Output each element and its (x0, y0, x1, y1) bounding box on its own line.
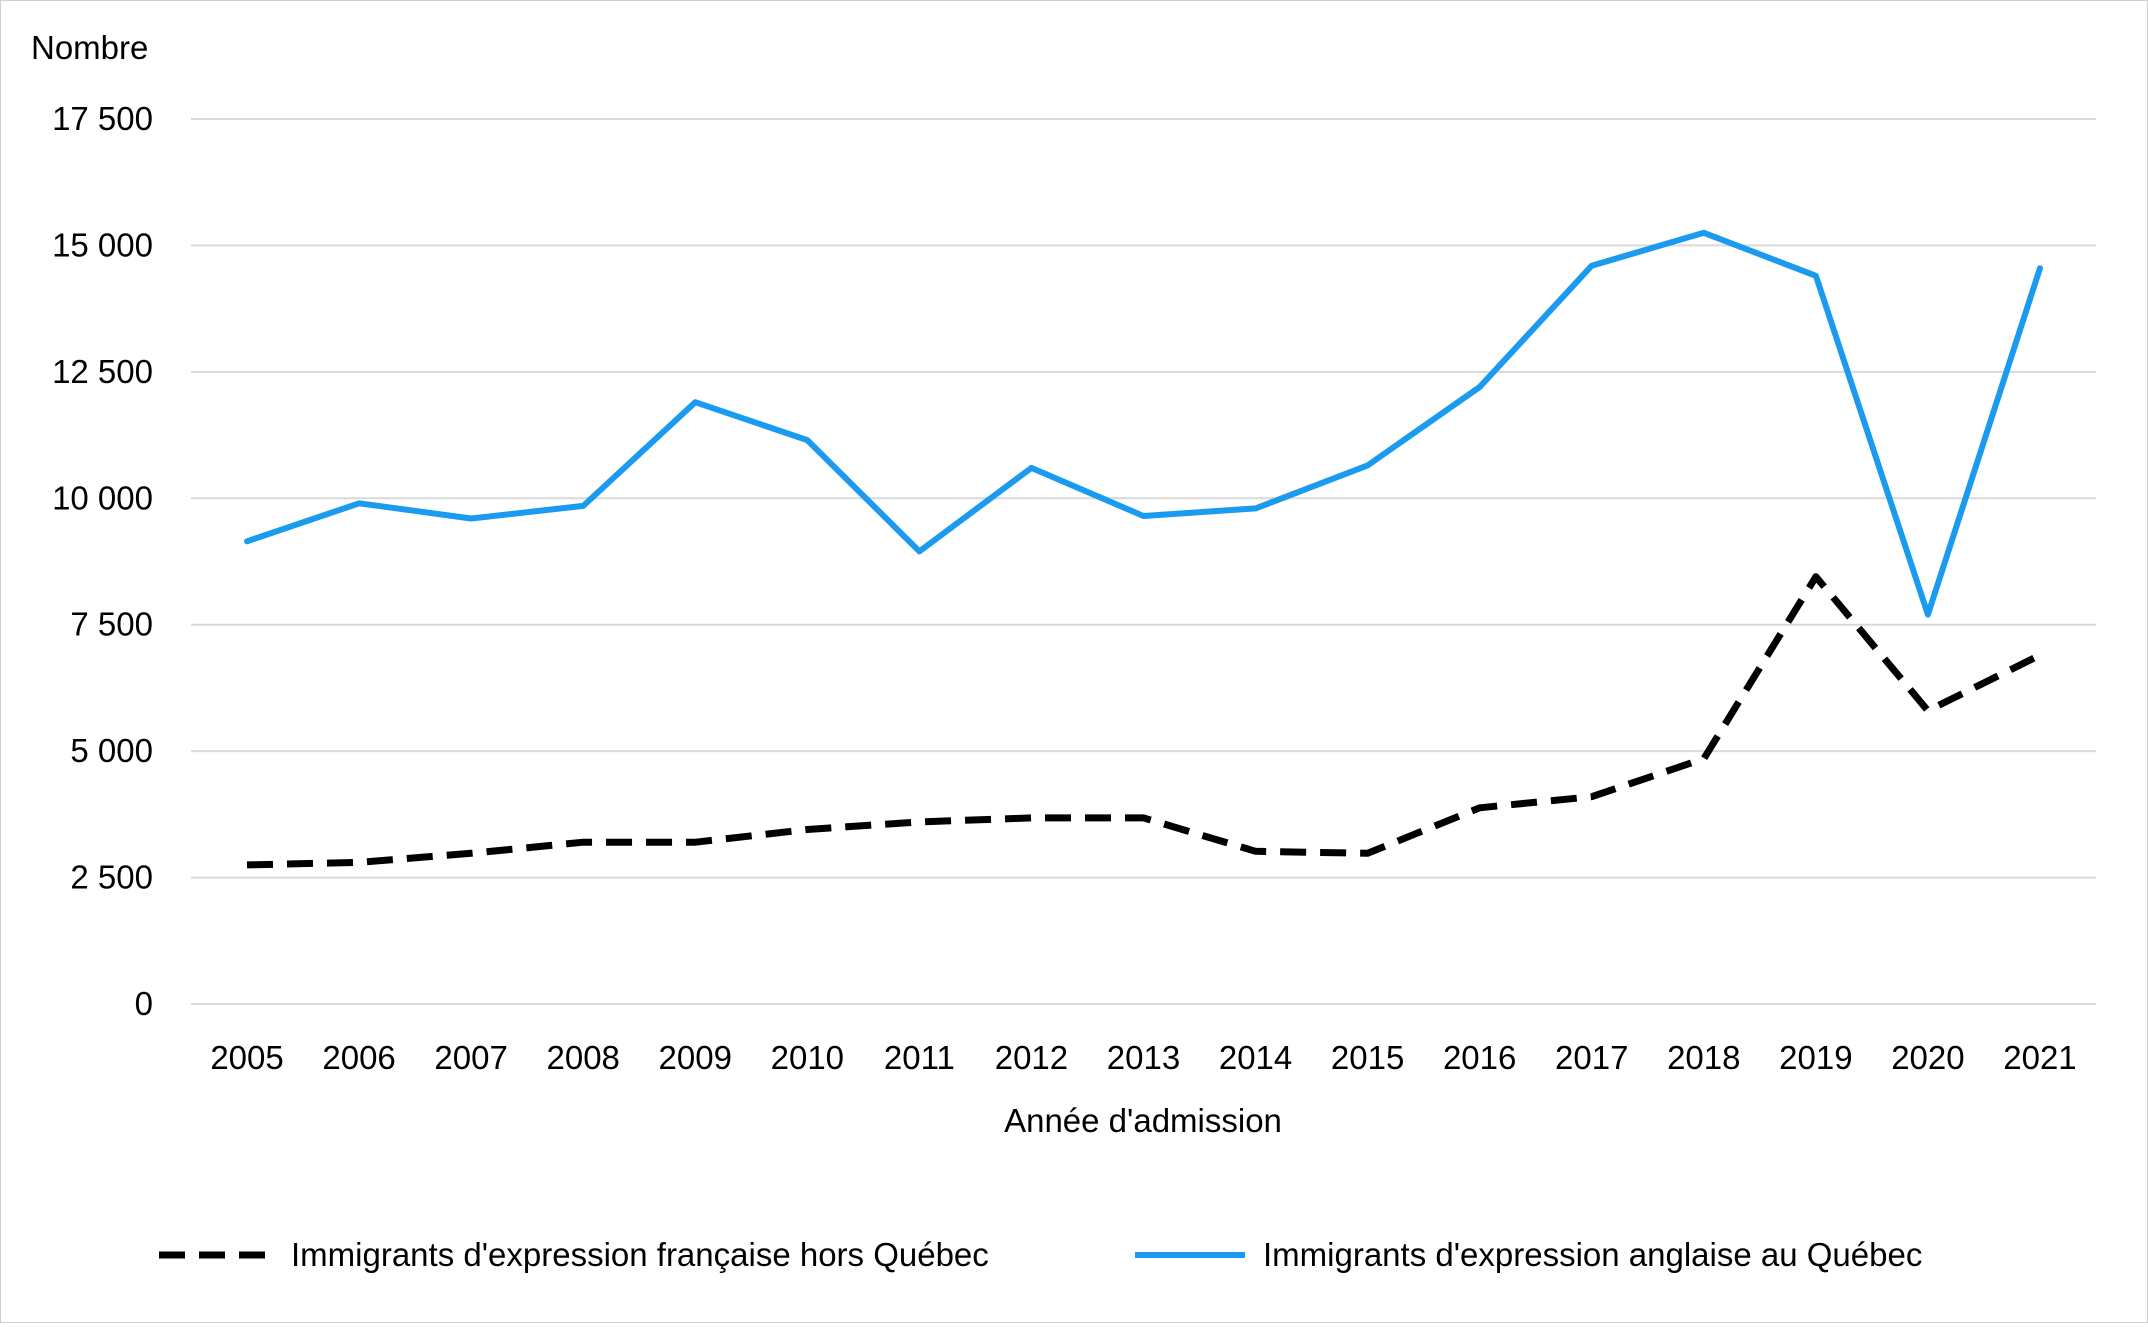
legend: Immigrants d'expression française hors Q… (159, 1236, 1922, 1273)
y-tick-label: 15 000 (52, 226, 153, 263)
legend-label-2: Immigrants d'expression anglaise au Québ… (1263, 1236, 1922, 1273)
x-tick-label: 2013 (1107, 1039, 1180, 1076)
legend-label-1: Immigrants d'expression française hors Q… (291, 1236, 989, 1273)
x-tick-label: 2011 (884, 1039, 955, 1076)
x-tick-label: 2007 (434, 1039, 507, 1076)
x-tick-label: 2008 (546, 1039, 619, 1076)
x-tick-label: 2006 (322, 1039, 395, 1076)
y-tick-label: 17 500 (52, 100, 153, 137)
x-tick-label: 2015 (1331, 1039, 1404, 1076)
x-tick-label: 2019 (1779, 1039, 1852, 1076)
x-tick-label: 2020 (1891, 1039, 1964, 1076)
y-tick-label: 5 000 (70, 732, 153, 769)
series-line-1 (246, 573, 2042, 869)
y-axis-ticks: 0 2 500 5 000 7 500 10 000 12 500 15 000 17 500 (52, 100, 153, 1022)
x-tick-label: 2017 (1555, 1039, 1628, 1076)
x-axis-title: Année d'admission (1004, 1102, 1282, 1139)
x-tick-label: 2016 (1443, 1039, 1516, 1076)
y-tick-label: 12 500 (52, 353, 153, 390)
y-tick-label: 0 (135, 985, 153, 1022)
y-tick-label: 2 500 (70, 859, 153, 896)
series-line-2 (244, 229, 2043, 618)
x-axis-ticks: 2005 2006 2007 2008 2009 2010 2011 2012 2013 2014… (210, 1039, 2076, 1076)
x-tick-label: 2021 (2003, 1039, 2076, 1076)
x-tick-label: 2010 (771, 1039, 844, 1076)
y-tick-label: 7 500 (70, 606, 153, 643)
x-tick-label: 2014 (1219, 1039, 1292, 1076)
gridlines (191, 118, 2096, 1005)
x-tick-label: 2012 (995, 1039, 1068, 1076)
x-tick-label: 2009 (659, 1039, 732, 1076)
x-tick-label: 2005 (210, 1039, 283, 1076)
y-axis-title: Nombre (31, 29, 148, 66)
x-tick-label: 2018 (1667, 1039, 1740, 1076)
y-tick-label: 10 000 (52, 479, 153, 516)
series-lines (244, 229, 2043, 869)
